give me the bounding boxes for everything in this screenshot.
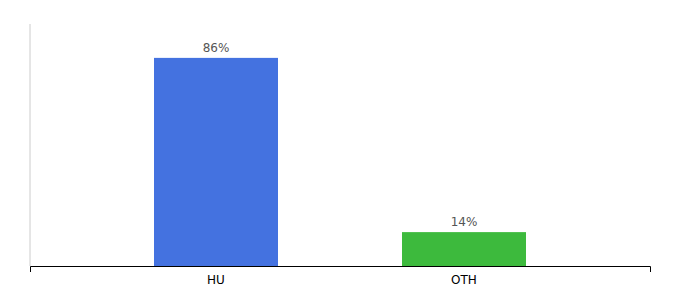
data-labels: 86% 14% [203, 41, 478, 229]
bars [154, 58, 526, 266]
plot-area: HU OTH 86% 14% [30, 24, 651, 287]
data-label: 86% [203, 41, 230, 55]
x-tick: OTH [451, 273, 477, 287]
chart-container: HU OTH 86% 14% [0, 0, 680, 300]
bar [402, 232, 526, 266]
y-axis-line [30, 24, 31, 266]
chart-svg: HU OTH 86% 14% [0, 0, 680, 300]
x-tick-label: HU [207, 273, 225, 287]
x-axis-line [31, 267, 651, 273]
x-tick: HU [207, 273, 225, 287]
x-tick-label: OTH [451, 273, 477, 287]
data-label: 14% [451, 215, 478, 229]
x-axis: HU OTH [31, 267, 651, 287]
bar [154, 58, 278, 266]
